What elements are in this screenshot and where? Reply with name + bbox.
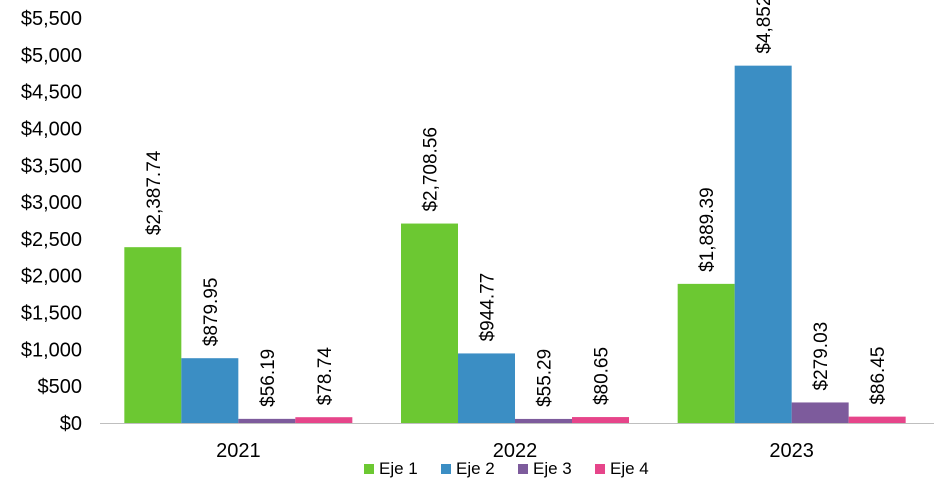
data-label: $86.45 bbox=[868, 347, 889, 405]
bars-group bbox=[124, 65, 906, 423]
legend-item: Eje 1 bbox=[364, 459, 418, 478]
data-label: $80.65 bbox=[592, 347, 613, 405]
data-label: $78.74 bbox=[315, 347, 336, 406]
data-label: $944.77 bbox=[478, 273, 499, 342]
data-labels-group: $2,387.74 $879.95 $56.19 $78.74 $2,708.56 $94… bbox=[144, 0, 889, 407]
data-label: $2,708.56 bbox=[421, 127, 442, 212]
y-tick-label: $5,500 bbox=[21, 8, 82, 30]
bar bbox=[124, 247, 182, 423]
legend: Eje 1 Eje 2 Eje 3 Eje 4 bbox=[364, 459, 649, 478]
legend-label: Eje 4 bbox=[610, 459, 649, 478]
data-label: $4,852.79 bbox=[754, 0, 775, 54]
bar bbox=[791, 402, 849, 423]
bar bbox=[572, 417, 629, 423]
legend-swatch bbox=[364, 464, 374, 474]
data-label: $879.95 bbox=[201, 278, 222, 347]
y-tick-label: $3,000 bbox=[21, 192, 82, 214]
data-label: $2,387.74 bbox=[144, 150, 165, 235]
y-tick-label: $2,000 bbox=[21, 266, 82, 288]
x-tick-label: 2022 bbox=[493, 440, 538, 462]
bar bbox=[515, 418, 572, 423]
legend-label: Eje 1 bbox=[379, 459, 418, 478]
y-tick-label: $1,000 bbox=[21, 339, 82, 361]
data-label: $55.29 bbox=[535, 349, 556, 407]
x-tick-label: 2021 bbox=[216, 440, 261, 462]
data-label: $1,889.39 bbox=[697, 187, 718, 272]
bar bbox=[734, 65, 792, 423]
x-tick-label: 2023 bbox=[769, 440, 814, 462]
bar bbox=[401, 223, 458, 423]
legend-swatch bbox=[518, 464, 528, 474]
y-tick-label: $4,500 bbox=[21, 82, 82, 104]
bar bbox=[238, 418, 296, 423]
data-label: $279.03 bbox=[811, 322, 832, 391]
data-label: $56.19 bbox=[258, 349, 279, 407]
x-axis-ticks: 2021 2022 2023 bbox=[216, 440, 814, 462]
y-tick-label: $500 bbox=[38, 376, 83, 398]
legend-item: Eje 4 bbox=[595, 459, 649, 478]
y-tick-label: $1,500 bbox=[21, 303, 82, 325]
bar bbox=[677, 283, 735, 423]
bar bbox=[848, 416, 906, 423]
bar bbox=[295, 417, 353, 423]
y-tick-label: $2,500 bbox=[21, 229, 82, 251]
y-tick-label: $5,000 bbox=[21, 45, 82, 67]
bar bbox=[181, 358, 239, 423]
y-tick-label: $3,500 bbox=[21, 155, 82, 177]
legend-label: Eje 3 bbox=[533, 459, 572, 478]
y-axis-ticks: $0 $500 $1,000 $1,500 $2,000 $2,500 $3,000 $3,5… bbox=[21, 8, 82, 435]
legend-swatch bbox=[441, 464, 451, 474]
legend-item: Eje 3 bbox=[518, 459, 572, 478]
legend-swatch bbox=[595, 464, 605, 474]
legend-item: Eje 2 bbox=[441, 459, 495, 478]
bar bbox=[458, 353, 515, 423]
y-tick-label: $0 bbox=[60, 413, 82, 435]
legend-label: Eje 2 bbox=[456, 459, 495, 478]
y-tick-label: $4,000 bbox=[21, 118, 82, 140]
